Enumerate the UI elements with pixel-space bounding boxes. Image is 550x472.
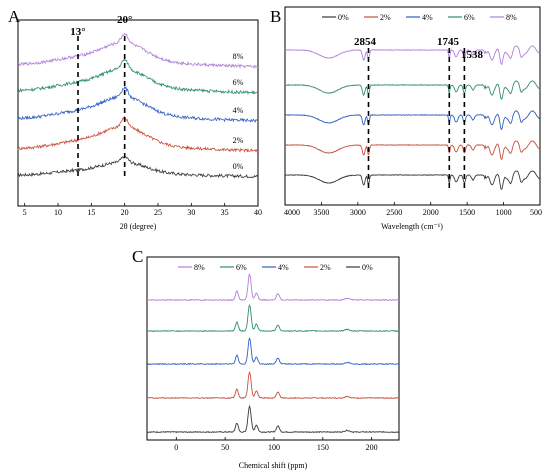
x-tick-label-b-1500: 1500 — [459, 208, 475, 217]
panel-c-chart: C 8% 6% 4% 2% 0% 0 50 100 150 200 Chemical shift… — [132, 247, 400, 470]
x-tick-label-b-2000: 2000 — [423, 208, 439, 217]
series-line-a-6% — [17, 58, 259, 96]
x-tick-label-c-200: 200 — [366, 443, 378, 452]
legend-label-c-4%: 4% — [278, 263, 289, 272]
x-tick-label-c-100: 100 — [268, 443, 280, 452]
x-tick-label-b-2500: 2500 — [386, 208, 402, 217]
x-tick-label-a-20: 20 — [121, 208, 129, 217]
x-tick-label-a-25: 25 — [154, 208, 162, 217]
x-tick-label-a-5: 5 — [23, 208, 27, 217]
panel-a-frame — [17, 19, 259, 207]
peak-marker-label-a-20: 20° — [117, 14, 132, 26]
legend-label-b-6%: 6% — [464, 13, 475, 22]
x-tick-label-b-1000: 1000 — [496, 208, 512, 217]
legend-label-c-0%: 0% — [362, 263, 373, 272]
series-label-a-6%: 6% — [233, 78, 244, 87]
peak-marker-label-a-13: 13° — [70, 26, 85, 38]
panel-a-chart: A 13° 20° 5 10 15 20 25 30 35 40 8% 6% 4% 2% 0% 2θ (… — [8, 7, 262, 231]
x-tick-label-b-500: 500 — [530, 208, 542, 217]
series-line-c-6% — [146, 304, 400, 333]
x-tick-label-a-40: 40 — [254, 208, 262, 217]
legend-label-b-0%: 0% — [338, 13, 349, 22]
x-tick-label-c-50: 50 — [221, 443, 229, 452]
series-line-a-2% — [17, 115, 259, 153]
series-label-a-8%: 8% — [233, 52, 244, 61]
series-line-a-0% — [17, 154, 259, 179]
panel-b-label: B — [270, 7, 281, 26]
x-tick-label-b-3000: 3000 — [350, 208, 366, 217]
x-tick-label-a-10: 10 — [54, 208, 62, 217]
series-label-a-2%: 2% — [233, 136, 244, 145]
legend-label-b-2%: 2% — [380, 13, 391, 22]
x-tick-label-a-35: 35 — [221, 208, 229, 217]
legend-label-b-8%: 8% — [506, 13, 517, 22]
peak-marker-label-b-1745: 1745 — [437, 36, 460, 48]
series-line-c-4% — [146, 337, 400, 366]
legend-label-b-4%: 4% — [422, 13, 433, 22]
series-line-b-4% — [285, 110, 540, 130]
series-line-b-8% — [284, 45, 541, 66]
series-line-b-0% — [285, 170, 541, 190]
x-tick-label-c-150: 150 — [317, 443, 329, 452]
series-line-a-8% — [17, 32, 259, 69]
panel-b-xlabel: Wavelength (cm⁻¹) — [381, 222, 443, 231]
panel-b-frame — [284, 6, 541, 206]
series-line-c-8% — [146, 273, 400, 302]
series-line-a-4% — [17, 85, 259, 123]
series-line-b-6% — [284, 80, 541, 100]
series-line-b-2% — [284, 140, 541, 161]
legend-label-c-8%: 8% — [194, 263, 205, 272]
series-label-a-4%: 4% — [233, 106, 244, 115]
panel-a-label: A — [8, 7, 21, 26]
x-tick-label-a-15: 15 — [87, 208, 95, 217]
panel-c-frame — [146, 256, 400, 441]
series-line-c-2% — [146, 371, 400, 400]
legend-label-c-6%: 6% — [236, 263, 247, 272]
peak-marker-label-b-2854: 2854 — [354, 36, 377, 48]
panel-c-xlabel: Chemical shift (ppm) — [239, 461, 308, 470]
x-tick-label-b-3500: 3500 — [313, 208, 329, 217]
x-tick-label-b-4000: 4000 — [284, 208, 300, 217]
panel-a-xlabel: 2θ (degree) — [120, 222, 157, 231]
legend-label-c-2%: 2% — [320, 263, 331, 272]
x-tick-label-c-0: 0 — [174, 443, 178, 452]
series-label-a-0%: 0% — [233, 162, 244, 171]
series-line-c-0% — [146, 404, 400, 434]
peak-marker-label-b-1538: 1538 — [461, 49, 484, 61]
x-tick-label-a-30: 30 — [187, 208, 195, 217]
panel-c-label: C — [132, 247, 143, 266]
